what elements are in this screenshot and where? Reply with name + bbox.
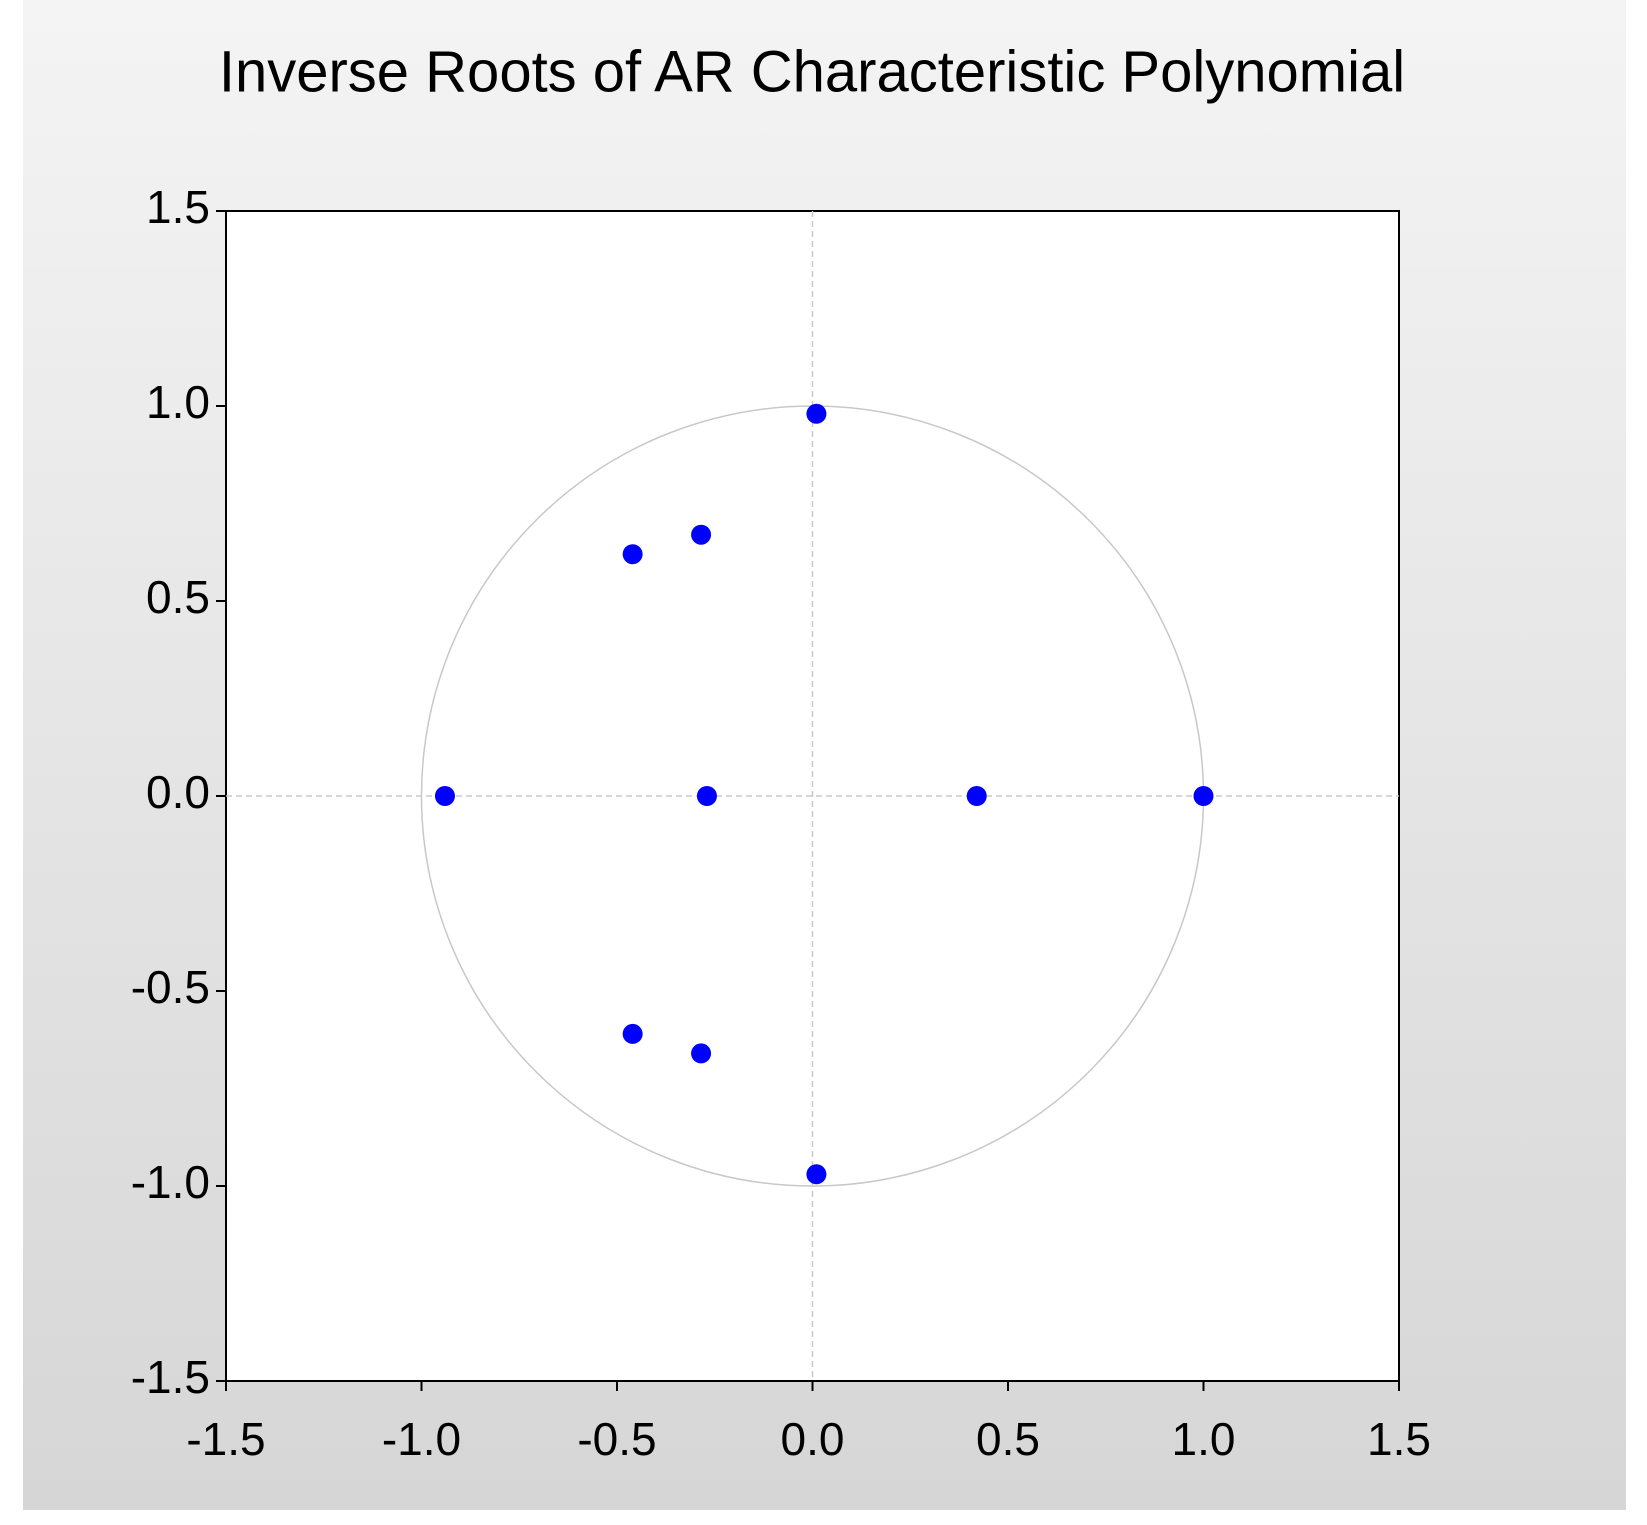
x-tick-label: 1.5	[1367, 1413, 1431, 1465]
chart-title: Inverse Roots of AR Characteristic Polyn…	[219, 39, 1405, 104]
y-tick-label: 0.5	[146, 571, 210, 623]
point	[622, 1023, 643, 1044]
y-tick-label: 1.5	[146, 181, 210, 233]
point	[696, 786, 717, 806]
x-tick-label: -1.0	[382, 1413, 461, 1465]
x-tick-label: 1.0	[1172, 1413, 1236, 1465]
y-tick-label: -1.0	[131, 1156, 210, 1208]
x-tick-label: -1.5	[186, 1413, 265, 1465]
point	[806, 403, 827, 424]
point	[806, 1164, 827, 1185]
x-tick-label: 0.0	[781, 1413, 845, 1465]
y-tick-label: -0.5	[131, 961, 210, 1013]
y-tick-label: -1.5	[131, 1351, 210, 1403]
point	[966, 786, 987, 806]
point	[1193, 786, 1214, 806]
point	[691, 1043, 712, 1064]
x-tick-label: -0.5	[577, 1413, 656, 1465]
point	[434, 786, 455, 806]
x-tick-label: 0.5	[976, 1413, 1040, 1465]
y-tick-label: 0.0	[146, 766, 210, 818]
y-tick-label: 1.0	[146, 376, 210, 428]
point	[622, 544, 643, 565]
point	[691, 524, 712, 545]
